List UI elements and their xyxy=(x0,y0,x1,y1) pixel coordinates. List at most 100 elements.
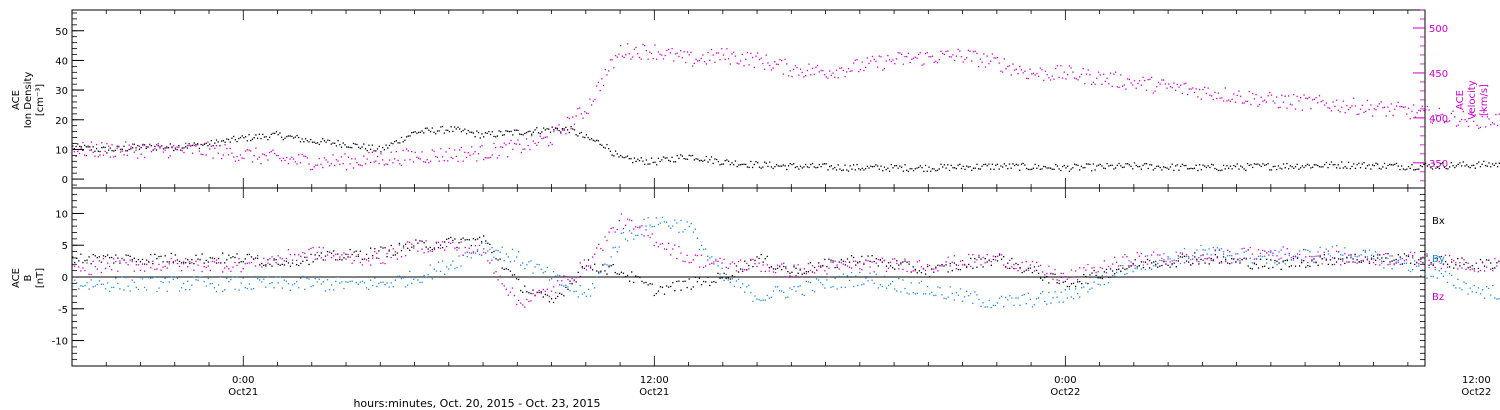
velocity-point xyxy=(614,54,617,57)
by-point xyxy=(148,276,150,279)
velocity-point xyxy=(447,160,449,162)
velocity-point xyxy=(532,140,535,142)
ion-density-point xyxy=(596,139,598,141)
by-point xyxy=(1278,251,1280,253)
ion-density-point xyxy=(565,126,567,129)
bx-point xyxy=(483,235,485,237)
ion-density-point xyxy=(1169,166,1172,168)
by-point xyxy=(622,232,625,234)
by-point xyxy=(228,280,230,283)
velocity-point xyxy=(769,64,771,67)
ion-density-point xyxy=(1428,164,1430,166)
by-point xyxy=(877,287,879,289)
velocity-point xyxy=(745,58,747,61)
velocity-point xyxy=(248,149,250,151)
bx-point xyxy=(82,261,84,264)
bx-point xyxy=(752,266,754,268)
by-point xyxy=(435,270,438,272)
velocity-point xyxy=(1252,92,1254,95)
velocity-point xyxy=(544,136,546,138)
velocity-point xyxy=(870,60,872,62)
by-point xyxy=(552,271,555,273)
bx-point xyxy=(485,240,487,242)
by-point xyxy=(1259,255,1262,257)
velocity-point xyxy=(1027,77,1029,80)
bx-point xyxy=(721,277,723,279)
bx-point xyxy=(1177,260,1179,262)
velocity-point xyxy=(803,76,805,78)
by-point xyxy=(394,279,396,281)
velocity-point xyxy=(897,52,899,54)
bx-point xyxy=(493,250,495,252)
velocity-point xyxy=(462,160,464,162)
by-point xyxy=(1161,257,1163,259)
ion-density-point xyxy=(1101,165,1103,167)
by-point xyxy=(355,281,357,284)
velocity-point xyxy=(368,151,370,154)
velocity-point xyxy=(460,146,463,149)
velocity-point xyxy=(1332,101,1334,103)
ion-density-point xyxy=(620,154,622,157)
by-point xyxy=(846,275,849,277)
velocity-point xyxy=(697,60,699,62)
bx-point xyxy=(565,286,567,289)
ion-density-point xyxy=(1067,165,1069,167)
velocity-point xyxy=(1407,107,1410,109)
velocity-point xyxy=(1121,85,1124,87)
velocity-point xyxy=(1065,78,1067,80)
by-point xyxy=(1087,291,1089,293)
velocity-point xyxy=(1001,71,1004,73)
ion-density-point xyxy=(453,126,456,128)
by-point xyxy=(298,287,300,289)
velocity-point xyxy=(268,151,271,154)
bx-point xyxy=(1313,258,1315,260)
by-point xyxy=(1153,265,1155,267)
ion-density-point xyxy=(417,131,420,134)
bx-point xyxy=(1208,263,1210,265)
by-point xyxy=(637,234,639,236)
velocity-point xyxy=(232,156,235,158)
ion-density-point xyxy=(472,132,475,134)
velocity-point xyxy=(729,63,731,65)
velocity-point xyxy=(1286,107,1288,109)
bx-point xyxy=(226,259,228,261)
by-point xyxy=(933,294,935,297)
velocity-point xyxy=(1058,76,1060,78)
velocity-point xyxy=(393,158,396,160)
ion-density-point xyxy=(582,136,584,138)
ion-density-point xyxy=(207,145,209,147)
velocity-point xyxy=(1303,94,1305,96)
bx-point xyxy=(1270,259,1272,261)
ion-density-point xyxy=(625,156,627,158)
bx-point xyxy=(376,257,378,259)
by-point xyxy=(600,271,602,274)
velocity-point xyxy=(880,56,882,58)
by-point xyxy=(908,293,910,295)
by-point xyxy=(1280,249,1282,251)
bx-point xyxy=(166,261,168,263)
velocity-point xyxy=(1454,116,1456,118)
velocity-point xyxy=(527,144,529,147)
velocity-point xyxy=(813,73,815,75)
by-point xyxy=(1440,272,1443,275)
ion-density-point xyxy=(1217,169,1220,172)
bx-point xyxy=(1083,273,1085,276)
by-point xyxy=(131,279,133,281)
ion-density-point xyxy=(1356,164,1358,166)
ion-density-point xyxy=(465,133,468,135)
velocity-point xyxy=(596,85,598,87)
bx-point xyxy=(234,256,236,259)
bx-point xyxy=(848,261,851,263)
bx-point xyxy=(388,250,390,252)
bx-point xyxy=(324,255,327,257)
bx-point xyxy=(1251,268,1253,270)
velocity-point xyxy=(1204,86,1206,89)
by-point xyxy=(889,283,892,285)
velocity-point xyxy=(1084,83,1086,85)
ion-density-point xyxy=(159,147,161,149)
bx-point xyxy=(145,259,148,261)
ion-density-point xyxy=(805,163,807,166)
bx-point xyxy=(1097,277,1099,279)
bx-point xyxy=(1352,258,1354,260)
velocity-point xyxy=(1298,100,1300,102)
